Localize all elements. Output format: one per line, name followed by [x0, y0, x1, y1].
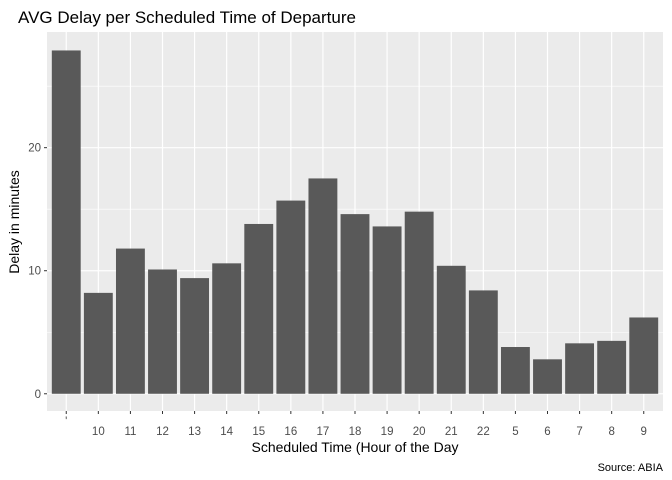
- bar-5: [500, 347, 530, 394]
- bar-11: [115, 248, 145, 394]
- bar-16: [276, 200, 306, 394]
- x-tick-label: 7: [576, 426, 582, 438]
- x-tick-label: 16: [284, 426, 297, 438]
- bar-10: [83, 292, 113, 394]
- bars: [51, 50, 659, 394]
- bar-6: [533, 359, 562, 394]
- x-tick-label: 10: [92, 426, 105, 438]
- y-axis: 0 10 20: [28, 143, 47, 401]
- x-tick-label: 5: [512, 426, 518, 438]
- x-tick-label: 13: [188, 426, 201, 438]
- x-axis: ' 10 11 12 13 14 15 16 17 18 19 20 21 22 5 6 7 8 9: [65, 411, 647, 438]
- x-tick-label: ': [65, 416, 67, 428]
- bar-19: [372, 226, 402, 394]
- y-tick-label: 0: [35, 389, 41, 401]
- y-axis-title: Delay in minutes: [6, 170, 22, 274]
- x-tick-label: 17: [317, 426, 330, 438]
- bar-20: [404, 211, 434, 394]
- x-tick-label: 20: [413, 426, 426, 438]
- bar-': [51, 50, 81, 394]
- bar-17: [308, 178, 338, 394]
- bar-21: [436, 265, 466, 394]
- x-tick-label: 15: [252, 426, 265, 438]
- y-tick-label: 20: [28, 143, 41, 155]
- x-axis-title: Scheduled Time (Hour of the Day: [252, 439, 459, 455]
- bar-7: [565, 343, 595, 394]
- source-caption: Source: ABIA: [598, 462, 664, 474]
- bar-14: [212, 263, 242, 394]
- bar-8: [597, 340, 627, 394]
- bar-18: [340, 214, 370, 394]
- x-tick-label: 14: [220, 426, 233, 438]
- x-tick-label: 11: [124, 426, 136, 438]
- x-tick-label: 19: [381, 426, 394, 438]
- chart-title: AVG Delay per Scheduled Time of Departur…: [18, 8, 356, 27]
- bar-22: [468, 290, 498, 394]
- x-tick-label: 8: [608, 426, 614, 438]
- x-tick-label: 18: [349, 426, 362, 438]
- x-tick-label: 12: [156, 426, 169, 438]
- x-tick-label: 22: [477, 426, 490, 438]
- x-tick-label: 6: [544, 426, 550, 438]
- y-tick-label: 10: [28, 266, 41, 278]
- bar-15: [244, 223, 274, 394]
- bar-9: [629, 317, 659, 394]
- bar-13: [180, 278, 210, 394]
- bar-12: [148, 269, 177, 394]
- x-tick-label: 21: [445, 426, 458, 438]
- x-tick-label: 9: [641, 426, 647, 438]
